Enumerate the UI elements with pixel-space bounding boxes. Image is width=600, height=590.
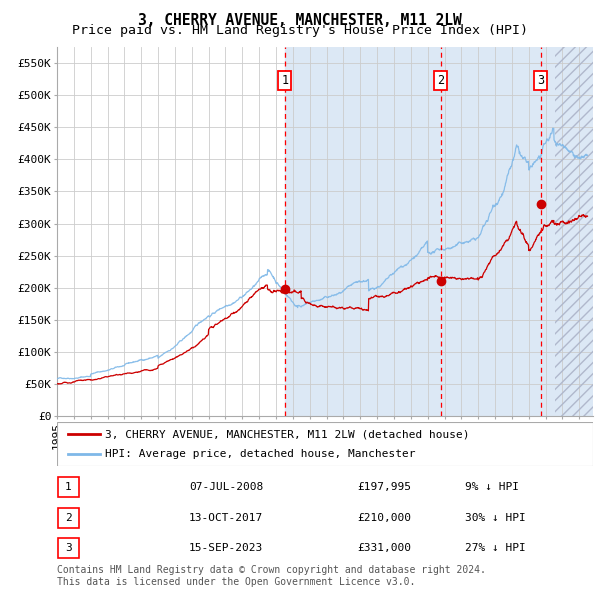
- Text: 07-JUL-2008: 07-JUL-2008: [189, 482, 263, 492]
- Text: 9% ↓ HPI: 9% ↓ HPI: [465, 482, 519, 492]
- Text: 3, CHERRY AVENUE, MANCHESTER, M11 2LW (detached house): 3, CHERRY AVENUE, MANCHESTER, M11 2LW (d…: [105, 430, 470, 439]
- Text: 3, CHERRY AVENUE, MANCHESTER, M11 2LW: 3, CHERRY AVENUE, MANCHESTER, M11 2LW: [138, 13, 462, 28]
- Text: 15-SEP-2023: 15-SEP-2023: [189, 543, 263, 553]
- Text: HPI: Average price, detached house, Manchester: HPI: Average price, detached house, Manc…: [105, 449, 416, 458]
- Text: £210,000: £210,000: [357, 513, 411, 523]
- Text: 27% ↓ HPI: 27% ↓ HPI: [465, 543, 526, 553]
- Text: £197,995: £197,995: [357, 482, 411, 492]
- FancyBboxPatch shape: [57, 422, 593, 466]
- Bar: [556, 47, 593, 416]
- Text: 30% ↓ HPI: 30% ↓ HPI: [465, 513, 526, 523]
- Text: 2: 2: [437, 74, 445, 87]
- FancyBboxPatch shape: [58, 538, 79, 558]
- Text: 3: 3: [537, 74, 544, 87]
- Bar: [285, 47, 593, 416]
- Text: £331,000: £331,000: [357, 543, 411, 553]
- FancyBboxPatch shape: [58, 477, 79, 497]
- Text: 3: 3: [65, 543, 72, 553]
- Text: 2: 2: [65, 513, 72, 523]
- Text: 13-OCT-2017: 13-OCT-2017: [189, 513, 263, 523]
- Text: Contains HM Land Registry data © Crown copyright and database right 2024.
This d: Contains HM Land Registry data © Crown c…: [57, 565, 486, 587]
- FancyBboxPatch shape: [58, 508, 79, 527]
- Text: Price paid vs. HM Land Registry's House Price Index (HPI): Price paid vs. HM Land Registry's House …: [72, 24, 528, 37]
- Text: 1: 1: [65, 482, 72, 492]
- Text: 1: 1: [281, 74, 289, 87]
